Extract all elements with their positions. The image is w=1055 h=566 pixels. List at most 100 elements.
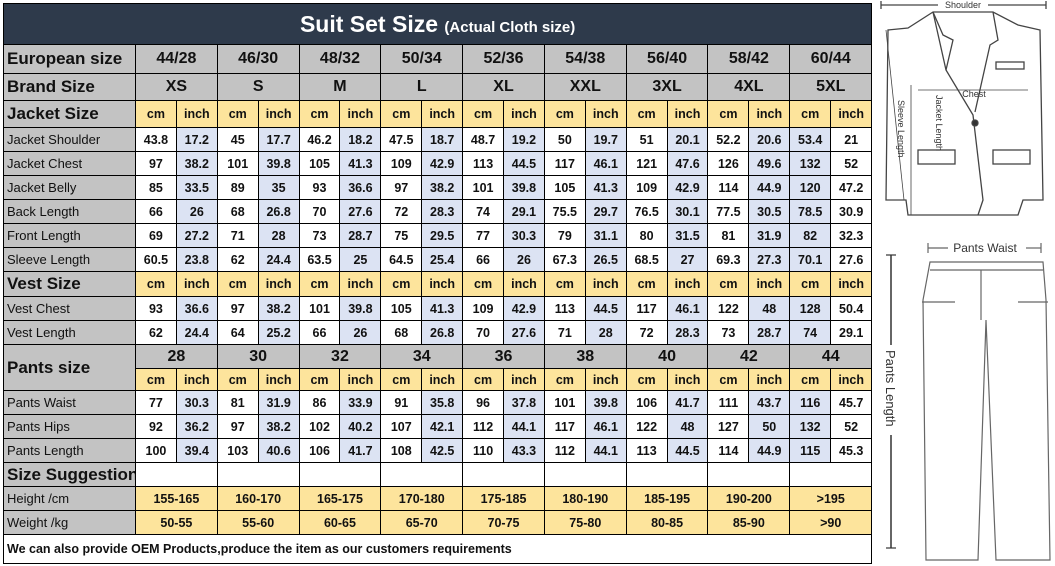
cm-value: 89 xyxy=(216,175,259,200)
cm-value: 109 xyxy=(380,151,423,176)
cm-value: 132 xyxy=(789,151,832,176)
inch-value: 44.5 xyxy=(666,438,709,463)
inch-value: 27.6 xyxy=(503,320,545,345)
unit-cm: cm xyxy=(462,100,505,128)
title-main: Suit Set Size xyxy=(299,10,439,37)
unit-inch: inch xyxy=(830,368,873,391)
measure-label: Back Length xyxy=(3,199,136,224)
pants-size-value: 32 xyxy=(298,344,382,369)
unit-cm: cm xyxy=(135,271,177,297)
inch-value: 27.6 xyxy=(339,199,382,224)
inch-value: 41.3 xyxy=(421,296,464,321)
cm-value: 64.5 xyxy=(380,247,423,272)
unit-inch: inch xyxy=(339,100,382,128)
oem-note: We can also provide OEM Products,produce… xyxy=(2,534,873,564)
title-sub: (Actual Cloth size) xyxy=(444,18,576,36)
cm-value: 108 xyxy=(380,438,423,463)
inch-value: 26 xyxy=(503,247,545,272)
unit-cm: cm xyxy=(380,368,423,391)
measure-label: Vest Length xyxy=(3,320,136,345)
shoulder-label: Shoulder xyxy=(945,0,981,10)
brand-size-value: XXL xyxy=(543,73,627,101)
measure-label: Pants Hips xyxy=(3,414,136,439)
pants-measure-row: Pants Hips 92 36.2 97 38.2 102 40.2 107 42.1 112 4… xyxy=(3,414,873,439)
cm-value: 72 xyxy=(380,199,423,224)
suggestion-value: 85-90 xyxy=(707,510,791,535)
suggestion-value: 65-70 xyxy=(380,510,464,535)
cm-value: 100 xyxy=(135,438,177,463)
pants-waist-label: Pants Waist xyxy=(953,241,1017,255)
cm-value: 97 xyxy=(135,151,177,176)
inch-value: 28.7 xyxy=(748,320,791,345)
cm-value: 69 xyxy=(135,223,177,248)
inch-value: 31.9 xyxy=(748,223,791,248)
unit-inch: inch xyxy=(584,271,627,297)
brand-size-value: 4XL xyxy=(707,73,791,101)
cm-value: 74 xyxy=(789,320,832,345)
suggestion-value: 80-85 xyxy=(625,510,709,535)
cm-value: 68 xyxy=(380,320,423,345)
cm-value: 106 xyxy=(625,390,668,415)
cm-value: 110 xyxy=(462,438,505,463)
inch-value: 35 xyxy=(257,175,300,200)
cm-value: 73 xyxy=(298,223,341,248)
cm-value: 73 xyxy=(707,320,750,345)
cm-value: 70 xyxy=(462,320,505,345)
cm-value: 64 xyxy=(216,320,259,345)
unit-cm: cm xyxy=(298,100,341,128)
unit-inch: inch xyxy=(503,100,545,128)
inch-value: 19.7 xyxy=(584,127,627,152)
inch-value: 42.5 xyxy=(421,438,464,463)
inch-value: 32.3 xyxy=(830,223,873,248)
inch-value: 47.6 xyxy=(666,151,709,176)
inch-value: 49.6 xyxy=(748,151,791,176)
unit-cm: cm xyxy=(298,368,341,391)
jacket-length-label: Jacket Length xyxy=(934,95,944,151)
size-chart-table: Suit Set Size (Actual Cloth size) Europea… xyxy=(2,3,873,564)
inch-value: 28 xyxy=(257,223,300,248)
inch-value: 24.4 xyxy=(257,247,300,272)
unit-cm: cm xyxy=(462,368,505,391)
cm-value: 105 xyxy=(298,151,341,176)
european-size-value: 48/32 xyxy=(298,44,382,74)
pants-size-value: 30 xyxy=(216,344,300,369)
cm-value: 76.5 xyxy=(625,199,668,224)
inch-value: 39.8 xyxy=(339,296,382,321)
cm-value: 107 xyxy=(380,414,423,439)
inch-value: 26.5 xyxy=(584,247,627,272)
cm-value: 121 xyxy=(625,151,668,176)
european-size-value: 58/42 xyxy=(707,44,791,74)
cm-value: 126 xyxy=(707,151,750,176)
inch-value: 33.9 xyxy=(339,390,382,415)
inch-value: 42.1 xyxy=(421,414,464,439)
suggestion-value: 180-190 xyxy=(543,486,627,511)
unit-inch: inch xyxy=(257,368,300,391)
inch-value: 30.3 xyxy=(175,390,218,415)
unit-cm: cm xyxy=(625,368,668,391)
inch-value: 48 xyxy=(748,296,791,321)
brand-size-value: XS xyxy=(135,73,218,101)
pants-size-value: 36 xyxy=(462,344,545,369)
vest-size-header: Vest Size cm inch cm inch cm inch cm inch cm inch c… xyxy=(3,271,873,297)
cm-value: 81 xyxy=(216,390,259,415)
unit-inch: inch xyxy=(748,368,791,391)
inch-value: 30.3 xyxy=(503,223,545,248)
cm-value: 112 xyxy=(462,414,505,439)
unit-cm: cm xyxy=(707,100,750,128)
unit-cm: cm xyxy=(462,271,505,297)
unit-inch: inch xyxy=(830,271,873,297)
inch-value: 35.8 xyxy=(421,390,464,415)
cm-value: 101 xyxy=(543,390,586,415)
cm-value: 82 xyxy=(789,223,832,248)
measure-label: Jacket Belly xyxy=(3,175,136,200)
cm-value: 66 xyxy=(298,320,341,345)
unit-cm: cm xyxy=(380,100,423,128)
inch-value: 46.1 xyxy=(584,151,627,176)
unit-inch: inch xyxy=(175,368,218,391)
unit-inch: inch xyxy=(175,100,218,128)
inch-value: 26.8 xyxy=(257,199,300,224)
jacket-measure-row: Jacket Chest 97 38.2 101 39.8 105 41.3 109 42.9 1… xyxy=(3,151,873,176)
inch-value: 42.9 xyxy=(421,151,464,176)
measure-label: Sleeve Length xyxy=(3,247,136,272)
inch-value: 36.2 xyxy=(175,414,218,439)
